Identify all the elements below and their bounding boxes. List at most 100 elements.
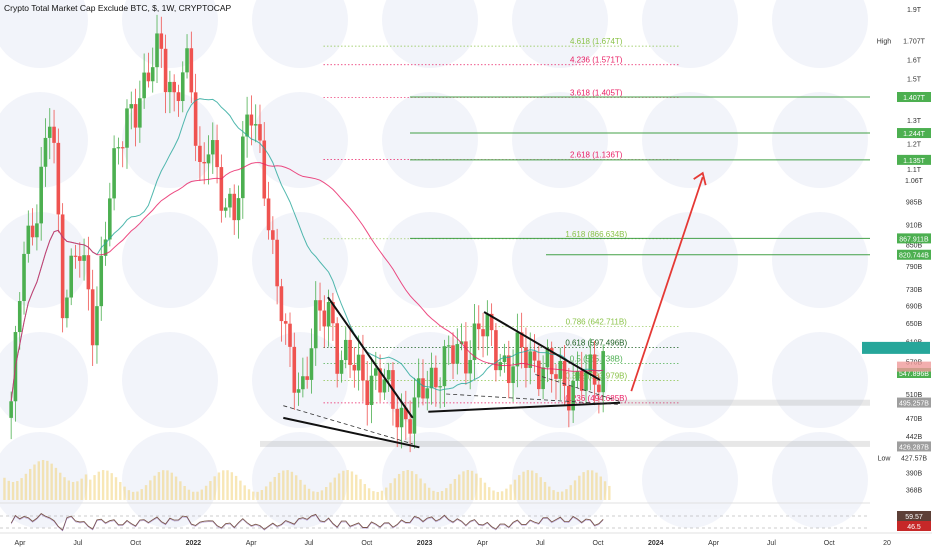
volume-bar — [11, 481, 15, 500]
volume-bar — [449, 483, 452, 500]
high-label: High — [877, 38, 892, 45]
volume-bar — [41, 460, 45, 500]
volume-bar — [187, 489, 191, 500]
volume-bar — [114, 477, 118, 500]
watermark-coin-icon — [642, 212, 738, 308]
rsi-value: 59.57 — [905, 514, 923, 521]
volume-bar — [196, 491, 199, 500]
volume-bar — [393, 478, 397, 500]
price-badge-label: 426.287B — [899, 444, 929, 451]
volume-bar — [410, 471, 414, 500]
candle-body — [271, 230, 275, 240]
volume-bar — [320, 490, 324, 500]
candle-body — [155, 33, 159, 68]
candle-body — [455, 344, 460, 364]
watermark-coin-icon — [512, 212, 608, 308]
y-tick-label: 850B — [906, 242, 923, 249]
volume-bar — [385, 487, 388, 500]
trendline-patterns — [283, 296, 621, 449]
price-badge — [897, 397, 931, 408]
y-tick-label: 442B — [906, 434, 923, 441]
candle-body — [266, 198, 271, 231]
volume-bar — [209, 481, 212, 500]
candle-body — [545, 348, 550, 368]
watermark-coin-icon — [382, 432, 478, 528]
x-tick-label: Oct — [361, 540, 372, 547]
x-tick-label: Jul — [536, 540, 545, 547]
x-tick-label: Jul — [767, 540, 776, 547]
ma-value-badge — [897, 361, 931, 372]
volume-bar — [483, 482, 487, 500]
candle-body — [498, 362, 503, 371]
volume-bar — [234, 475, 238, 500]
y-tick-label: 690B — [906, 304, 923, 311]
candle-body — [35, 223, 39, 238]
candle-body — [43, 137, 48, 167]
y-tick-label: 1.1T — [907, 167, 922, 174]
watermark-coin-icon — [642, 432, 738, 528]
volume-bar — [161, 470, 165, 500]
y-tick-label: 650B — [906, 321, 923, 328]
low-label: Low — [878, 456, 892, 463]
price-badge — [897, 368, 931, 379]
candle-body — [511, 366, 515, 384]
candle-body — [404, 407, 408, 420]
volume-bar — [243, 485, 246, 500]
candle-body — [30, 225, 35, 238]
x-tick-label: Jul — [305, 540, 314, 547]
volume-bar — [372, 491, 375, 500]
candle-body — [575, 371, 580, 381]
candle-body — [549, 348, 554, 375]
volume-bar — [346, 470, 349, 500]
y-tick-label: 390B — [906, 470, 923, 477]
fib-level-label: 4.236 (1.571T) — [570, 56, 623, 65]
fib-level-label: 0.5 (565.738B) — [570, 355, 623, 364]
volume-bar — [492, 490, 495, 500]
volume-bar — [556, 491, 560, 500]
watermark-coin-icon — [772, 92, 868, 188]
volume-bar — [333, 477, 336, 500]
watermark-coin-icon — [382, 92, 478, 188]
x-tick-label: Apr — [708, 540, 720, 547]
candle-body — [571, 380, 575, 411]
volume-bar — [217, 472, 221, 500]
candle-body — [408, 419, 412, 434]
watermark-coin-icon — [252, 0, 348, 68]
volume-bar — [247, 489, 251, 500]
watermark-logos — [0, 0, 868, 528]
fibonacci-levels: 4.618 (1.674T) 4.236 (1.571T) 3.618 (1.405… — [323, 37, 679, 404]
price-badge-label: 495.257B — [899, 401, 929, 408]
candle-body — [343, 339, 348, 361]
triangle-upper-line — [483, 311, 601, 381]
volume-bar — [359, 479, 362, 500]
volume-bar — [505, 488, 508, 500]
candle-body — [112, 148, 116, 199]
volume-bar — [144, 485, 148, 500]
volume-bar — [59, 472, 62, 500]
fib-level-label: 4.618 (1.674T) — [570, 37, 623, 46]
candle-body — [47, 126, 52, 138]
moving-average-slow — [10, 162, 604, 402]
candle-body — [361, 354, 365, 381]
time-axis: Apr Jul Oct 2022 Apr Jul Oct 2023 Apr Jul Oct 2024 A… — [0, 532, 932, 547]
volume-bar — [37, 461, 40, 500]
candle-body — [313, 300, 318, 349]
volume-bar — [548, 486, 551, 500]
volume-bar — [106, 470, 109, 500]
price-badge — [897, 233, 931, 244]
candle-body — [129, 104, 134, 109]
candle-body — [168, 81, 172, 93]
candle-body — [451, 345, 455, 364]
candle-body — [442, 346, 447, 387]
wedge-upper-line — [327, 296, 414, 419]
candle-body — [95, 306, 99, 346]
candle-body — [198, 145, 202, 162]
candle-body — [39, 166, 43, 224]
candle-body — [26, 225, 31, 254]
watermark-coin-icon — [772, 432, 868, 528]
candle-body — [464, 341, 468, 374]
candle-body — [69, 255, 74, 298]
volume-bar — [119, 482, 122, 500]
volume-bar — [466, 470, 469, 500]
